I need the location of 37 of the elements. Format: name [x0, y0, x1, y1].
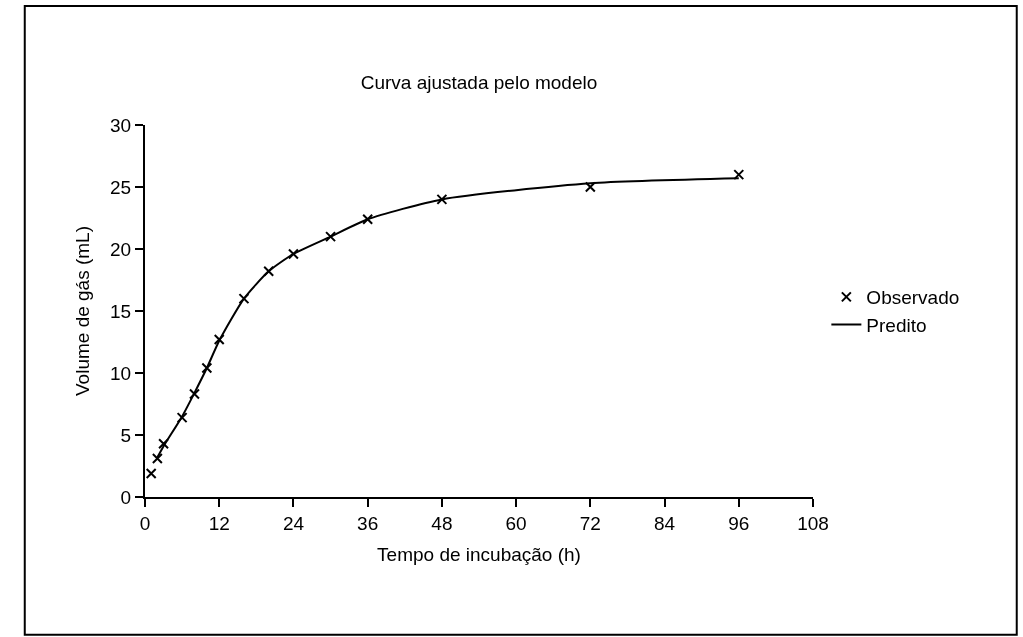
point: [145, 467, 157, 479]
point: [263, 265, 275, 277]
point: [158, 438, 170, 450]
x-tick-label: 0: [139, 512, 151, 534]
x-tick-label: 36: [357, 512, 379, 534]
y-axis-title: Volume de gás (mL): [72, 225, 94, 397]
point: [176, 412, 188, 424]
chart-title: Curva ajustada pelo modelo: [360, 72, 598, 94]
point: [287, 248, 299, 260]
y-tick-label: 30: [110, 114, 132, 136]
x-tick-label: 60: [505, 512, 527, 534]
x-tick-label: 12: [208, 512, 230, 534]
point: [188, 388, 200, 400]
point: [362, 213, 374, 225]
legend-label: Observado: [866, 287, 960, 309]
point: [201, 362, 213, 374]
legend-label: Predito: [866, 314, 927, 336]
point: [213, 334, 225, 346]
x-tick-label: 24: [282, 512, 305, 534]
x-tick-label: 48: [431, 512, 453, 534]
y-tick-label: 5: [120, 424, 132, 446]
x-tick-label: 108: [797, 512, 829, 534]
x-tick-label: 96: [728, 512, 750, 534]
point: [325, 231, 337, 243]
y-tick-label: 10: [110, 362, 132, 384]
x-tick-label: 72: [579, 512, 601, 534]
point: [151, 453, 163, 465]
point: [238, 293, 250, 305]
point: [733, 169, 745, 181]
x-axis-title: Tempo de incubação (h): [377, 544, 581, 566]
y-tick-label: 20: [110, 238, 132, 260]
y-tick-label: 15: [110, 300, 132, 322]
y-tick-label: 25: [110, 176, 132, 198]
point: [584, 181, 596, 193]
point: [436, 193, 448, 205]
y-tick-label: 0: [120, 486, 132, 508]
x-tick-label: 84: [653, 512, 676, 534]
